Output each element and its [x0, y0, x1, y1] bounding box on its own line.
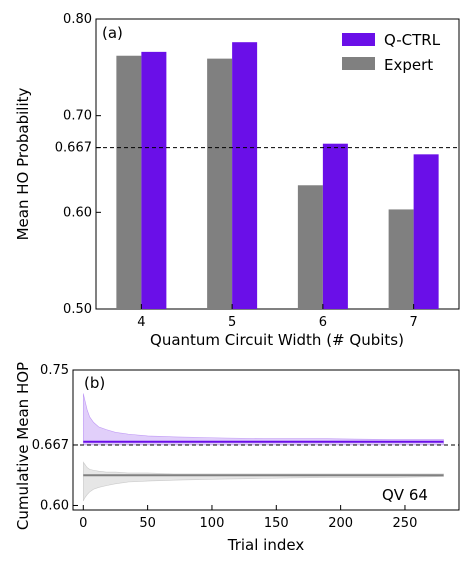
x-tick-label: 250 [393, 516, 418, 531]
x-tick-label: 0 [79, 516, 87, 531]
legend-swatch-expert [342, 57, 375, 70]
series-2-band [82, 461, 444, 502]
x-tick-label-5: 5 [228, 315, 236, 330]
bar-expert-4 [116, 55, 142, 309]
y-tick-label: 0.60 [40, 498, 69, 513]
x-tick-label: 50 [139, 516, 156, 531]
x-tick-label: 200 [328, 516, 353, 531]
panel-a-label: (a) [102, 24, 123, 42]
panel-a-y-ticks: 0.50 0.60 0.667 0.70 0.80 [55, 12, 101, 317]
panel-b-label: (b) [84, 374, 105, 392]
x-tick-label-6: 6 [319, 315, 327, 330]
bar-q-ctrl-7 [413, 154, 439, 309]
panel-b-x-ticks: 0 50 100 150 200 250 [79, 505, 417, 531]
bar-expert-7 [388, 209, 414, 309]
qv-annotation: QV 64 [382, 486, 428, 504]
bar-expert-5 [207, 58, 233, 310]
bar-q-ctrl-4 [141, 51, 167, 309]
bar-expert-6 [297, 185, 323, 309]
y-tick-label: 0.667 [32, 438, 69, 453]
bar-q-ctrl-5 [232, 42, 258, 309]
panel-a-frame [95, 18, 460, 310]
panel-b-y-ticks: 0.60 0.667 0.75 [32, 363, 78, 513]
y-tick-label: 0.75 [40, 363, 69, 378]
panel-a: 0.50 0.60 0.667 0.70 0.80 4 5 6 7 (a) Quantum C… [14, 12, 460, 349]
y-tick-label: 0.60 [63, 205, 92, 220]
x-tick-label-4: 4 [137, 315, 145, 330]
panel-b-frame [72, 369, 460, 511]
panel-b-y-axis-label: Cumulative Mean HOP [14, 362, 32, 530]
legend: Q-CTRL Expert [342, 31, 441, 74]
x-tick-label: 100 [200, 516, 225, 531]
y-tick-label: 0.50 [63, 302, 92, 317]
panel-a-x-axis-label: Quantum Circuit Width (# Qubits) [150, 331, 404, 349]
y-tick-label: 0.80 [63, 12, 92, 27]
panel-b-lines [83, 440, 444, 477]
y-tick-label: 0.70 [63, 109, 92, 124]
panel-b-x-axis-label: Trial index [227, 536, 305, 554]
y-tick-label: 0.667 [55, 141, 92, 156]
series-1-band [82, 393, 444, 446]
legend-swatch-q-ctrl [342, 33, 375, 46]
panel-b-bands [82, 393, 444, 502]
legend-label-q-ctrl: Q-CTRL [384, 31, 441, 49]
x-tick-label: 150 [264, 516, 289, 531]
panel-a-y-axis-label: Mean HO Probability [14, 87, 32, 240]
x-tick-label-7: 7 [409, 315, 417, 330]
panel-a-bars [116, 42, 439, 310]
panel-a-x-ticks: 4 5 6 7 [137, 304, 418, 330]
bar-q-ctrl-6 [322, 143, 348, 309]
legend-label-expert: Expert [384, 56, 433, 74]
